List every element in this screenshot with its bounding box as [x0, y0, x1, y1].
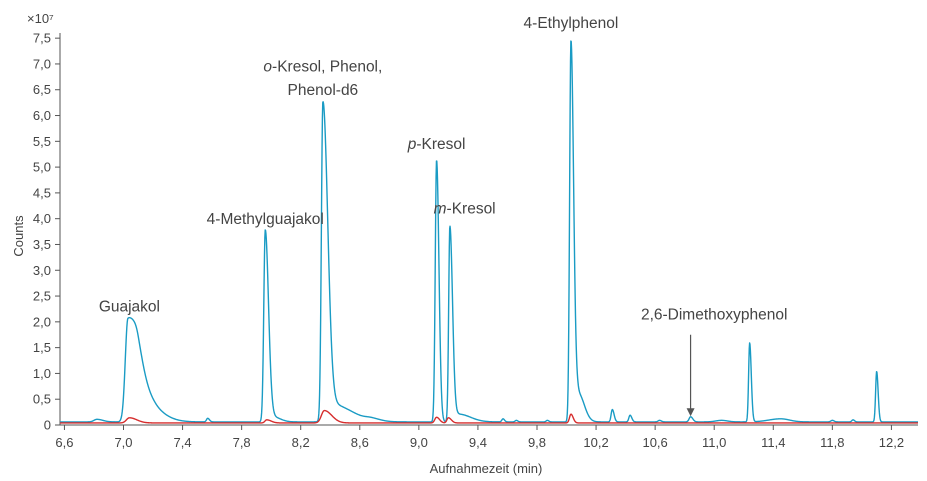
y-tick-label: 0: [44, 418, 51, 433]
y-tick-label: 1,5: [33, 340, 51, 355]
peak-label: 2,6-Dimethoxyphenol: [641, 306, 787, 323]
y-tick-label: 2,5: [33, 289, 51, 304]
x-tick-label: 7,4: [174, 435, 192, 450]
x-tick-label: 10,6: [642, 435, 667, 450]
traces: [59, 40, 919, 424]
y-axis-title: Counts: [11, 215, 26, 257]
x-tick-label: 9,4: [469, 435, 487, 450]
x-tick-label: 11,4: [761, 435, 785, 450]
y-tick-label: 3,0: [33, 263, 51, 278]
x-tick-label: 7,8: [233, 435, 251, 450]
x-tick-label: 9,0: [410, 435, 428, 450]
x-tick-label: 8,6: [351, 435, 369, 450]
x-tick-label: 11,0: [702, 435, 726, 450]
peak-label: o-Kresol, Phenol,: [263, 59, 382, 76]
peak-label: 4-Ethylphenol: [524, 15, 619, 32]
y-tick-label: 5,5: [33, 134, 51, 149]
peak-label: p-Kresol: [407, 136, 466, 153]
x-tick-label: 7,0: [114, 435, 132, 450]
peak-label: Guajakol: [99, 299, 160, 316]
y-tick-label: 0,5: [33, 392, 51, 407]
arrow-head: [686, 408, 695, 417]
x-axis-title: Aufnahmezeit (min): [430, 461, 543, 476]
peak-label: m-Kresol: [434, 201, 496, 218]
y-tick-label: 7,0: [33, 56, 51, 71]
peak-label: 4-Methylguajakol: [207, 211, 324, 228]
y-tick-label: 2,0: [33, 314, 51, 329]
y-tick-label: 4,0: [33, 211, 51, 226]
y-tick-label: 6,5: [33, 82, 51, 97]
axes: 0 0,5 1,0 1,5 2,0 2,5 3,0 3,5 4,0 4,5 5,0 5,5 6,0 6,5…: [33, 31, 918, 450]
x-tick-label: 11,8: [820, 435, 844, 450]
x-tick-label: 9,8: [528, 435, 546, 450]
sample-trace-line: [59, 40, 919, 423]
peak-annotations: Guajakol 4-Methylguajakol o-Kresol, Phenol…: [99, 15, 787, 417]
y-tick-label: 3,5: [33, 237, 51, 252]
y-tick-label: 7,5: [33, 31, 51, 46]
y-tick-label: 1,0: [33, 366, 51, 381]
x-tick-label: 8,2: [292, 435, 310, 450]
peak-label: Phenol-d6: [288, 82, 359, 99]
y-multiplier-label: ×10⁷: [27, 11, 54, 26]
y-tick-label: 4,5: [33, 185, 51, 200]
x-tick-label: 12,2: [879, 435, 904, 450]
x-tick-label: 6,6: [55, 435, 73, 450]
reference-trace-line: [59, 409, 919, 424]
y-tick-label: 6,0: [33, 108, 51, 123]
x-tick-label: 10,2: [583, 435, 608, 450]
y-tick-label: 5,0: [33, 160, 51, 175]
